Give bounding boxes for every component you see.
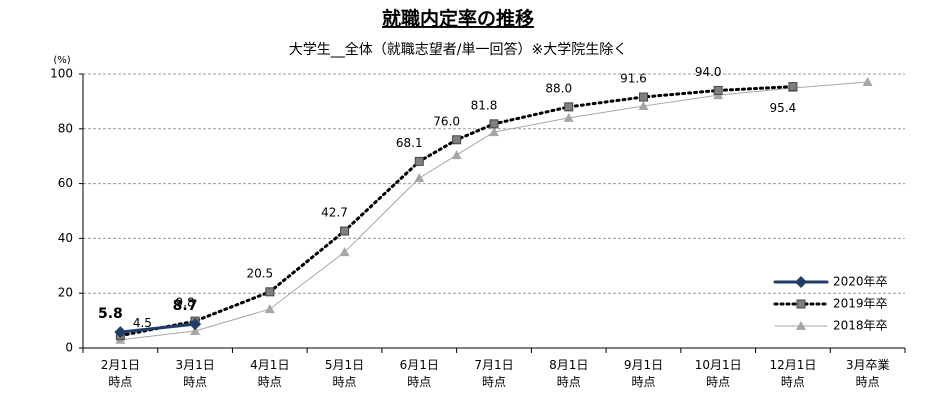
x-tick-label: 3月卒業時点 bbox=[846, 358, 890, 389]
data-point bbox=[862, 76, 873, 86]
data-point bbox=[339, 247, 350, 257]
y-tick-label: 100 bbox=[50, 67, 73, 81]
y-unit: (%) bbox=[53, 55, 70, 66]
y-tick-label: 80 bbox=[58, 121, 73, 135]
legend-marker bbox=[795, 276, 807, 288]
data-point bbox=[340, 226, 350, 236]
y-tick-label: 60 bbox=[58, 176, 73, 190]
legend-label: 2018年卒 bbox=[833, 319, 888, 333]
data-label: 81.8 bbox=[471, 98, 498, 112]
x-tick-label: 3月1日時点 bbox=[175, 358, 214, 389]
data-label: 95.4 bbox=[770, 101, 797, 115]
chart-title: 就職内定率の推移 bbox=[382, 7, 534, 30]
data-point bbox=[489, 127, 499, 137]
data-point bbox=[713, 85, 723, 95]
data-label: 9.8 bbox=[176, 296, 195, 310]
data-label: 8.7 bbox=[173, 298, 198, 314]
data-label: 42.7 bbox=[321, 206, 348, 220]
data-point bbox=[489, 119, 499, 129]
legend-label: 2019年卒 bbox=[833, 297, 888, 311]
data-label: 5.8 bbox=[98, 306, 123, 322]
data-point bbox=[189, 318, 202, 331]
y-tick-label: 40 bbox=[58, 231, 73, 245]
data-point bbox=[451, 150, 462, 160]
data-point bbox=[563, 112, 574, 122]
data-label: 91.6 bbox=[620, 72, 647, 86]
x-tick-label: 12月1日時点 bbox=[769, 358, 816, 389]
data-point bbox=[264, 304, 275, 314]
x-tick-label: 7月1日時点 bbox=[474, 358, 513, 389]
x-tick-label: 6月1日時点 bbox=[400, 358, 439, 389]
data-point bbox=[114, 326, 127, 339]
data-point bbox=[414, 173, 425, 183]
legend-marker bbox=[796, 321, 806, 330]
data-point bbox=[638, 92, 648, 102]
data-point bbox=[414, 156, 424, 166]
data-label: 76.0 bbox=[433, 114, 460, 128]
series-line bbox=[119, 81, 869, 341]
x-tick-label: 2月1日時点 bbox=[101, 358, 140, 389]
x-tick-label: 10月1日時点 bbox=[695, 358, 742, 389]
data-point bbox=[190, 326, 201, 336]
y-tick-label: 20 bbox=[58, 286, 73, 300]
data-point bbox=[265, 287, 275, 297]
x-tick-label: 9月1日時点 bbox=[624, 358, 663, 389]
chart-subtitle: 大学生__全体（就職志望者/単一回答）※大学院生除く bbox=[289, 41, 627, 58]
x-tick-label: 5月1日時点 bbox=[325, 358, 364, 389]
legend-marker bbox=[796, 299, 806, 309]
y-tick-label: 0 bbox=[65, 341, 73, 355]
data-point bbox=[638, 101, 649, 111]
data-label: 4.5 bbox=[133, 316, 152, 330]
data-label: 20.5 bbox=[246, 266, 273, 280]
series-line bbox=[118, 322, 197, 334]
legend-label: 2020年卒 bbox=[833, 275, 888, 289]
data-label: 94.0 bbox=[695, 65, 722, 79]
data-point bbox=[452, 135, 462, 145]
data-point bbox=[788, 82, 798, 92]
x-tick-label: 8月1日時点 bbox=[549, 358, 588, 389]
x-tick-label: 4月1日時点 bbox=[250, 358, 289, 389]
data-label: 88.0 bbox=[545, 81, 572, 95]
data-point bbox=[564, 102, 574, 112]
data-label: 68.1 bbox=[396, 136, 423, 150]
